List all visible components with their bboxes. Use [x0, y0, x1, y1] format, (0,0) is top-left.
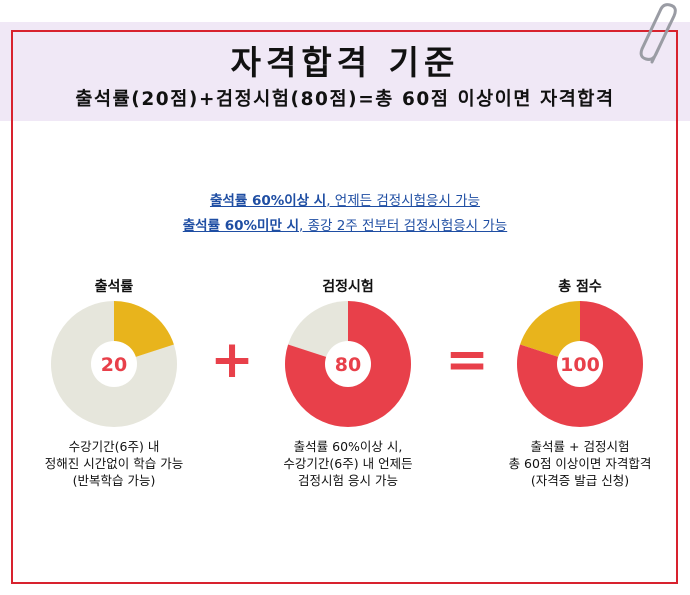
notice-bold: 출석률 60%이상 시 [209, 193, 327, 209]
notice-rest: , 언제든 검정시험응시 가능 [326, 193, 481, 209]
header-band [0, 22, 690, 121]
desc-line: (자격증 발급 신청) [530, 473, 630, 488]
plus-sign: + [210, 330, 254, 390]
notice-rest: , 종강 2주 전부터 검정시험응시 가능 [299, 218, 508, 234]
desc-line: 총 60점 이상이면 자격합격 [508, 456, 652, 471]
total-score-title: 총 점수 [558, 279, 602, 295]
desc-line: 정해진 시간없이 학습 가능 [44, 456, 184, 471]
exam-title: 검정시험 [322, 279, 374, 295]
attendance-description: 수강기간(6주) 내 정해진 시간없이 학습 가능 (반복학습 가능) [4, 438, 224, 489]
attendance-title: 출석률 [94, 279, 134, 295]
desc-line: 출석률 60%이상 시, [293, 439, 403, 454]
desc-line: 수강기간(6주) 내 언제든 [283, 456, 413, 471]
desc-line: (반복학습 가능) [72, 473, 156, 488]
page-subtitle: 출석률(20점)+검정시험(80점)=총 60점 이상이면 자격합격 [75, 89, 615, 110]
red-border-frame [11, 30, 678, 584]
donut-value: 20 [101, 354, 127, 376]
exam-donut: 80 [285, 301, 411, 427]
donut-hole [91, 341, 137, 387]
paperclip-icon [639, 3, 677, 64]
total-score-description: 출석률 + 검정시험 총 60점 이상이면 자격합격 (자격증 발급 신청) [470, 438, 690, 489]
donut-value: 100 [560, 354, 600, 376]
desc-line: 출석률 + 검정시험 [530, 439, 630, 454]
notice-attendance-under-60: 출석률 60%미만 시, 종강 2주 전부터 검정시험응시 가능 [0, 214, 690, 234]
desc-line: 수강기간(6주) 내 [68, 439, 160, 454]
attendance-donut: 20 [51, 301, 178, 427]
notice-attendance-over-60: 출석률 60%이상 시, 언제든 검정시험응시 가능 [0, 189, 690, 209]
equals-sign: = [445, 330, 489, 390]
notice-bold: 출석률 60%미만 시 [182, 218, 299, 234]
desc-line: 검정시험 응시 가능 [298, 473, 398, 488]
donut-hole [325, 341, 371, 387]
exam-description: 출석률 60%이상 시, 수강기간(6주) 내 언제든 검정시험 응시 가능 [238, 438, 458, 489]
donut-value: 80 [335, 354, 361, 376]
donut-hole [557, 341, 603, 387]
total-score-donut: 100 [517, 301, 643, 427]
page-title: 자격합격 기준 [230, 43, 460, 82]
